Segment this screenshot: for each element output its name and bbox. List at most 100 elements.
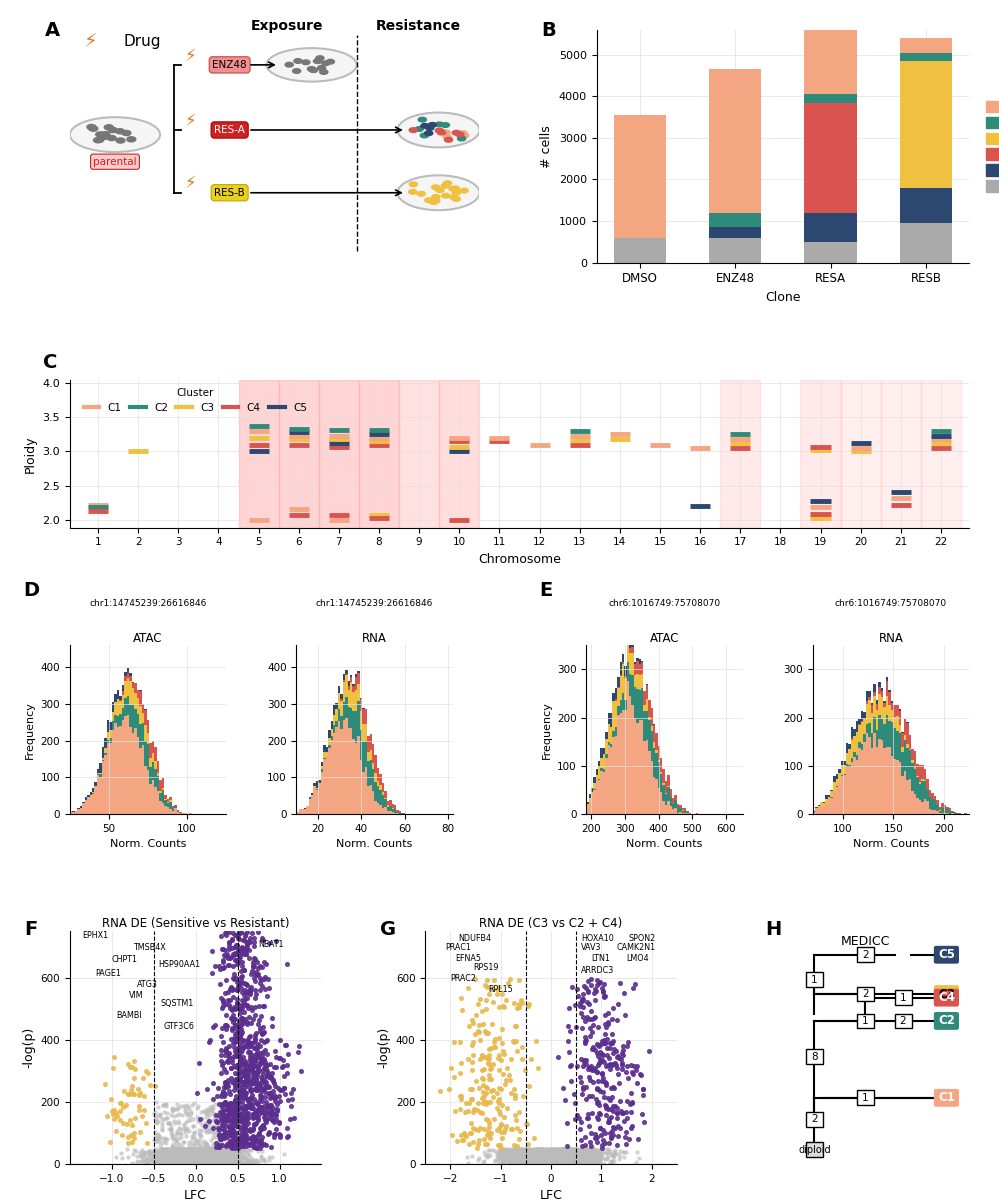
Point bbox=[211, 1153, 227, 1172]
Point bbox=[186, 1116, 202, 1135]
Point bbox=[175, 1145, 191, 1164]
Point bbox=[181, 1152, 197, 1171]
Point bbox=[200, 1140, 216, 1159]
Point bbox=[574, 1147, 590, 1166]
Point bbox=[528, 1140, 544, 1159]
Point bbox=[136, 1100, 152, 1120]
Point bbox=[148, 1103, 164, 1122]
Point bbox=[191, 1153, 207, 1172]
Point bbox=[475, 1048, 491, 1067]
Point bbox=[221, 1111, 237, 1130]
Point bbox=[533, 1142, 549, 1162]
Point bbox=[219, 1145, 235, 1164]
Point bbox=[225, 980, 241, 1000]
Point bbox=[148, 1109, 164, 1128]
Point bbox=[248, 1103, 264, 1122]
Point bbox=[536, 1142, 552, 1162]
Point bbox=[165, 1129, 181, 1148]
Point bbox=[489, 985, 504, 1004]
Point bbox=[563, 1146, 579, 1165]
Point bbox=[554, 1147, 570, 1166]
Point bbox=[233, 1106, 249, 1126]
Point bbox=[549, 1146, 565, 1165]
Point bbox=[499, 1140, 514, 1159]
Point bbox=[520, 1146, 536, 1165]
Point bbox=[255, 930, 271, 949]
Point bbox=[186, 1145, 202, 1164]
Point bbox=[501, 1142, 517, 1162]
Point bbox=[558, 1141, 574, 1160]
Point bbox=[247, 1051, 263, 1070]
Point bbox=[162, 1144, 178, 1163]
Point bbox=[199, 1135, 215, 1154]
Point bbox=[561, 1142, 577, 1162]
Point bbox=[172, 1145, 188, 1164]
Point bbox=[543, 1144, 559, 1163]
Point bbox=[597, 1033, 613, 1052]
Point bbox=[558, 1136, 574, 1156]
Point bbox=[532, 1148, 548, 1168]
Point bbox=[219, 1123, 235, 1142]
Point bbox=[155, 1144, 171, 1163]
Point bbox=[575, 1050, 591, 1069]
Point bbox=[239, 1090, 255, 1109]
Point bbox=[178, 1122, 194, 1141]
Point bbox=[229, 1069, 245, 1088]
Point bbox=[580, 1140, 596, 1159]
Point bbox=[513, 1150, 529, 1169]
Point bbox=[157, 1142, 173, 1162]
Point bbox=[512, 1147, 528, 1166]
Point bbox=[217, 1099, 233, 1118]
Point bbox=[162, 1154, 178, 1174]
Point bbox=[249, 1078, 265, 1097]
Point bbox=[546, 1140, 562, 1159]
Point bbox=[573, 1146, 589, 1165]
Point bbox=[514, 1049, 530, 1068]
Point bbox=[212, 1150, 228, 1169]
Point bbox=[532, 1147, 548, 1166]
Point bbox=[224, 1126, 240, 1145]
Point bbox=[510, 1148, 526, 1168]
Point bbox=[562, 1151, 578, 1170]
Point bbox=[524, 1147, 540, 1166]
Point bbox=[535, 1146, 551, 1165]
Point bbox=[222, 1140, 238, 1159]
Point bbox=[170, 1142, 186, 1162]
Point bbox=[498, 990, 513, 1009]
Point bbox=[584, 1147, 600, 1166]
Point bbox=[152, 1147, 168, 1166]
Point bbox=[236, 1085, 252, 1104]
Point bbox=[564, 1150, 580, 1169]
Point bbox=[524, 1145, 540, 1164]
Point bbox=[217, 1109, 233, 1128]
Point bbox=[587, 982, 603, 1001]
Point bbox=[211, 1146, 227, 1165]
Point bbox=[217, 1146, 233, 1165]
Point bbox=[553, 1140, 569, 1159]
Point bbox=[502, 1150, 518, 1169]
Point bbox=[193, 1148, 209, 1168]
Circle shape bbox=[445, 138, 453, 142]
Point bbox=[136, 1144, 152, 1163]
Point bbox=[505, 1135, 521, 1154]
Point bbox=[229, 935, 245, 954]
Point bbox=[540, 1144, 556, 1163]
Point bbox=[507, 1147, 523, 1166]
Point bbox=[212, 1106, 228, 1126]
Point bbox=[500, 1142, 515, 1162]
Point bbox=[507, 1146, 523, 1165]
Point bbox=[216, 1147, 232, 1166]
Point bbox=[222, 1147, 238, 1166]
Point bbox=[601, 1091, 617, 1110]
Point bbox=[534, 1139, 550, 1158]
Point bbox=[513, 990, 529, 1009]
Point bbox=[227, 998, 243, 1018]
Point bbox=[185, 1153, 201, 1172]
Point bbox=[171, 1148, 187, 1168]
Point bbox=[235, 1054, 251, 1073]
Point bbox=[182, 1140, 198, 1159]
Point bbox=[279, 1063, 295, 1082]
Point bbox=[520, 1148, 536, 1168]
Point bbox=[517, 1141, 533, 1160]
Point bbox=[531, 1146, 547, 1165]
